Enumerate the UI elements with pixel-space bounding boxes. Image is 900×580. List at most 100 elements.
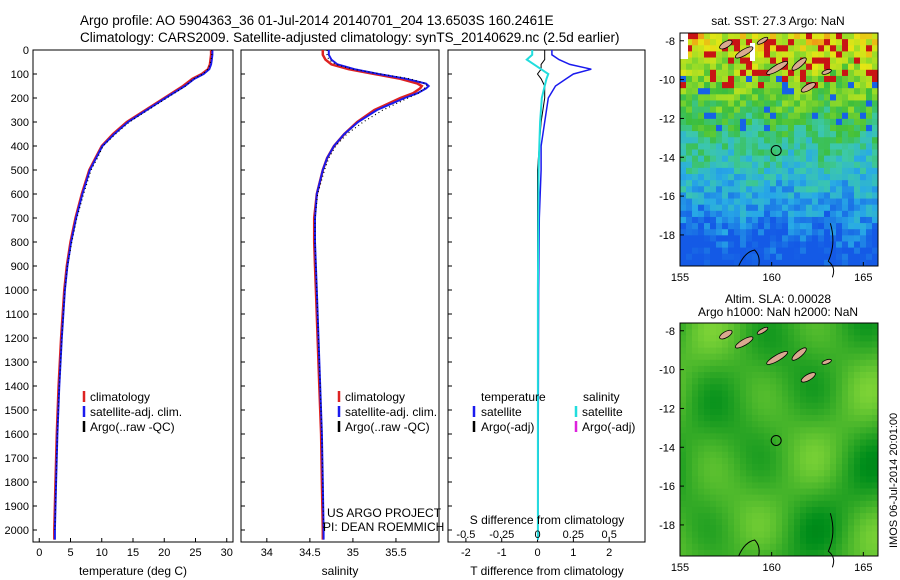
sst-cell	[764, 180, 771, 187]
legend-label-temp-satellite: satellite	[481, 405, 522, 419]
sla-cell	[806, 341, 813, 348]
sst-cell	[752, 124, 759, 132]
sst-cell	[812, 192, 819, 199]
sst-cell	[764, 235, 771, 242]
sla-cell	[860, 451, 867, 459]
sla-cell	[740, 427, 747, 434]
sla-cell	[788, 414, 795, 422]
sla-cell	[776, 445, 783, 453]
sst-cell	[698, 167, 705, 175]
sla-cell	[836, 525, 843, 532]
sst-cell	[788, 94, 795, 101]
sst-cell	[758, 112, 765, 120]
sst-cell	[824, 229, 831, 236]
sst-cell	[698, 198, 705, 206]
sla-cell	[734, 384, 741, 391]
sla-cell	[812, 427, 819, 434]
sla-cell	[860, 353, 867, 361]
sla-cell	[710, 525, 717, 532]
sst-cell	[818, 186, 825, 193]
sla-cell	[752, 439, 759, 447]
sla-cell	[764, 464, 771, 471]
series-satellite-adj-clim-	[53, 50, 214, 540]
sst-cell	[794, 82, 801, 89]
sla-cell	[734, 414, 741, 422]
sla-cell	[866, 531, 873, 538]
sst-cell	[776, 75, 783, 83]
sst-cell	[830, 192, 837, 199]
sst-cell	[734, 198, 741, 206]
sla-cell	[836, 433, 843, 440]
sst-cell	[704, 75, 711, 83]
sst-cell	[770, 155, 777, 163]
sla-cell	[872, 445, 879, 453]
sla-cell	[734, 464, 741, 471]
sla-cell	[692, 427, 699, 434]
sla-cell	[776, 365, 783, 373]
sst-cell	[758, 180, 765, 187]
sst-cell	[788, 174, 795, 181]
sst-cell	[686, 124, 693, 132]
sst-cell	[854, 161, 861, 169]
sla-cell	[830, 365, 837, 373]
island	[756, 36, 769, 45]
sla-cell	[842, 390, 849, 397]
sla-cell	[686, 549, 693, 557]
sst-cell	[776, 88, 783, 95]
sst-cell	[866, 223, 873, 230]
map-x-tick-label: 160	[762, 562, 780, 574]
sst-cell	[740, 124, 747, 132]
sla-cell	[842, 408, 849, 416]
sst-cell	[686, 33, 693, 40]
sst-cell	[806, 155, 813, 163]
sla-cell	[830, 408, 837, 416]
sla-cell	[860, 347, 867, 355]
sla-cell	[818, 445, 825, 453]
sst-cell	[830, 174, 837, 181]
sst-cell	[680, 106, 687, 114]
sla-cell	[716, 433, 723, 440]
sst-cell	[842, 143, 849, 150]
sst-cell	[722, 124, 729, 132]
sla-cell	[866, 353, 873, 361]
sst-cell	[854, 216, 861, 224]
sla-cell	[686, 513, 693, 520]
sla-cell	[824, 433, 831, 440]
sst-cell	[740, 241, 747, 248]
sst-cell	[740, 100, 747, 107]
sst-cell	[734, 149, 741, 157]
sla-cell	[836, 390, 843, 397]
sla-cell	[854, 525, 861, 532]
sla-cell	[782, 451, 789, 459]
sst-cell	[746, 161, 753, 169]
sst-cell	[740, 63, 747, 71]
sst-cell	[866, 241, 873, 248]
salinity-chart: 34 34.5 35 35.5	[241, 49, 431, 559]
sla-cell	[848, 488, 855, 496]
sla-cell	[782, 537, 789, 545]
sst-cell	[848, 149, 855, 157]
sla-cell	[698, 365, 705, 373]
sla-cell	[812, 439, 819, 447]
sla-cell	[764, 549, 771, 557]
sla-cell	[728, 543, 735, 551]
sst-cell	[704, 69, 711, 77]
sla-cell	[740, 384, 747, 391]
sst-cell	[686, 88, 693, 95]
sst-cell	[872, 247, 879, 255]
sst-cell	[854, 131, 861, 138]
sst-cell	[842, 63, 849, 71]
sla-cell	[860, 390, 867, 397]
sla-cell	[818, 390, 825, 397]
sst-cell	[692, 33, 699, 40]
sst-cell	[746, 118, 753, 126]
sla-cell	[866, 335, 873, 342]
sla-cell	[758, 341, 765, 348]
sst-cell	[686, 161, 693, 169]
sst-cell	[836, 174, 843, 181]
sst-cell	[794, 149, 801, 157]
sla-cell	[818, 384, 825, 391]
sla-cell	[824, 519, 831, 526]
sla-cell	[836, 445, 843, 453]
sla-cell	[824, 372, 831, 379]
